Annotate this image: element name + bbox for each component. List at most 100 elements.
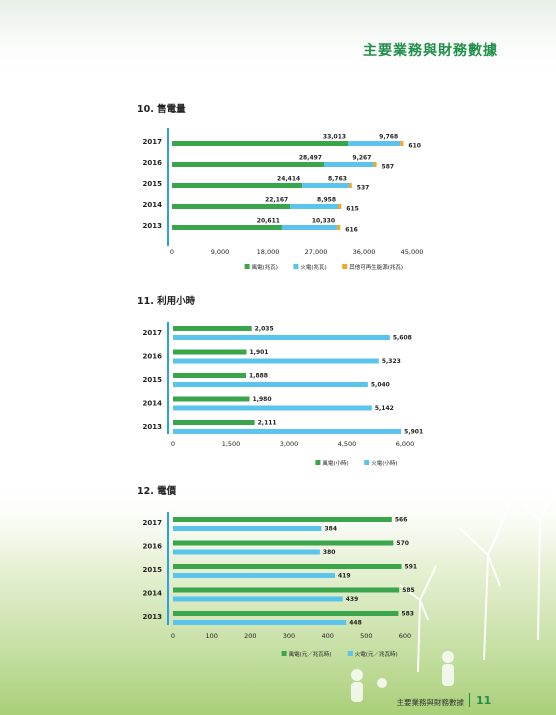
data-label: 583	[401, 611, 414, 618]
data-label: 384	[324, 526, 337, 533]
data-label: 8,958	[317, 197, 336, 204]
sales-chart: 2017 33,013 9,768 610 2016 28,497 9,267 587 2015…	[143, 128, 424, 271]
legend-swatch	[293, 264, 299, 269]
bar-wind	[173, 396, 250, 402]
bar-thermal	[173, 620, 347, 625]
x-tick-label: 18,000	[257, 248, 280, 256]
bar-other	[400, 141, 404, 146]
chart-title-sales: 10. 售電量	[137, 104, 186, 115]
data-label: 1,901	[250, 349, 269, 356]
bar-wind	[173, 326, 252, 331]
legend-swatch	[281, 651, 287, 656]
legend-label: 風電(元／兆瓦時)	[289, 650, 332, 658]
x-tick-label: 200	[244, 632, 256, 640]
bar-thermal	[173, 429, 402, 434]
x-tick-label: 400	[321, 632, 333, 640]
page-number: 11	[476, 694, 492, 707]
data-label: 380	[323, 549, 336, 556]
data-label: 537	[357, 185, 370, 192]
bar-thermal	[348, 141, 401, 146]
legend-swatch	[244, 264, 250, 269]
bar-thermal	[173, 405, 372, 411]
category-label: 2017	[143, 519, 163, 527]
data-label: 5,142	[375, 405, 394, 412]
category-label: 2013	[143, 423, 163, 431]
bar-wind	[172, 225, 282, 230]
x-tick-label: 300	[283, 632, 295, 640]
tariff-chart: 2017 566 384 2016 570 380 2015 591 419 2014 585 439…	[143, 512, 418, 658]
legend-swatch	[315, 460, 321, 465]
data-label: 5,323	[382, 358, 401, 365]
category-label: 2016	[143, 159, 163, 167]
legend-label: 火電(元／兆瓦時)	[355, 650, 398, 658]
category-label: 2015	[143, 180, 163, 188]
bar-other	[348, 183, 352, 188]
bar-wind	[173, 564, 402, 569]
x-tick-label: 0	[170, 248, 174, 256]
x-tick-label: 36,000	[353, 248, 376, 256]
data-label: 591	[405, 564, 418, 571]
data-label: 419	[338, 573, 351, 580]
data-label: 24,414	[277, 176, 300, 183]
data-label: 2,035	[255, 326, 274, 333]
x-tick-label: 6,000	[396, 440, 415, 448]
category-label: 2015	[143, 566, 163, 574]
data-label: 5,608	[393, 335, 412, 342]
page-title: 主要業務與財務數據	[363, 43, 498, 59]
x-tick-label: 0	[171, 440, 175, 448]
bar-wind	[172, 183, 303, 188]
bar-wind	[172, 204, 291, 209]
x-tick-label: 600	[399, 632, 411, 640]
bar-thermal	[173, 335, 390, 340]
bar-thermal	[173, 358, 379, 364]
category-label: 2013	[143, 222, 163, 230]
bar-wind	[173, 349, 247, 355]
x-tick-label: 27,000	[305, 248, 328, 256]
bar-other	[338, 204, 342, 209]
chart-title-hours: 11. 利用小時	[137, 296, 196, 307]
data-label: 448	[349, 620, 362, 627]
data-label: 10,330	[312, 218, 335, 225]
bar-thermal	[173, 382, 368, 387]
x-tick-label: 0	[171, 632, 175, 640]
data-label: 9,267	[352, 155, 371, 162]
category-label: 2014	[143, 400, 163, 408]
x-tick-label: 45,000	[401, 248, 424, 256]
bar-wind	[173, 540, 394, 546]
data-label: 1,888	[249, 373, 268, 380]
footer-separator	[469, 693, 470, 707]
data-label: 610	[408, 143, 421, 150]
data-label: 5,040	[371, 382, 390, 389]
bar-thermal	[173, 526, 322, 531]
footer-section-title: 主要業務與財務數據	[396, 698, 465, 707]
x-tick-label: 500	[360, 632, 372, 640]
bar-thermal	[323, 162, 374, 167]
bar-thermal	[290, 204, 338, 209]
category-label: 2014	[143, 201, 163, 209]
bar-wind	[173, 420, 255, 425]
category-label: 2016	[143, 543, 163, 551]
category-label: 2014	[143, 590, 163, 598]
data-label: 1,980	[253, 396, 272, 403]
bar-wind	[173, 373, 247, 378]
legend-label: 其他可再生能源(兆瓦)	[349, 263, 403, 271]
data-label: 8,763	[328, 176, 347, 183]
data-label: 33,013	[323, 134, 346, 141]
bar-wind	[172, 141, 349, 146]
category-label: 2017	[143, 138, 163, 146]
legend-swatch	[347, 651, 353, 656]
data-label: 566	[395, 517, 408, 524]
bar-thermal	[173, 596, 343, 602]
bar-wind	[173, 587, 400, 593]
x-tick-label: 4,500	[338, 440, 357, 448]
data-label: 22,167	[265, 197, 288, 204]
data-label: 615	[346, 206, 359, 213]
category-label: 2017	[143, 329, 163, 337]
bar-thermal	[173, 573, 336, 578]
x-tick-label: 3,000	[280, 440, 299, 448]
data-label: 587	[382, 164, 395, 171]
legend-swatch	[364, 460, 370, 465]
bar-wind	[173, 611, 399, 616]
x-tick-label: 9,000	[211, 248, 230, 256]
bar-thermal	[281, 225, 338, 230]
